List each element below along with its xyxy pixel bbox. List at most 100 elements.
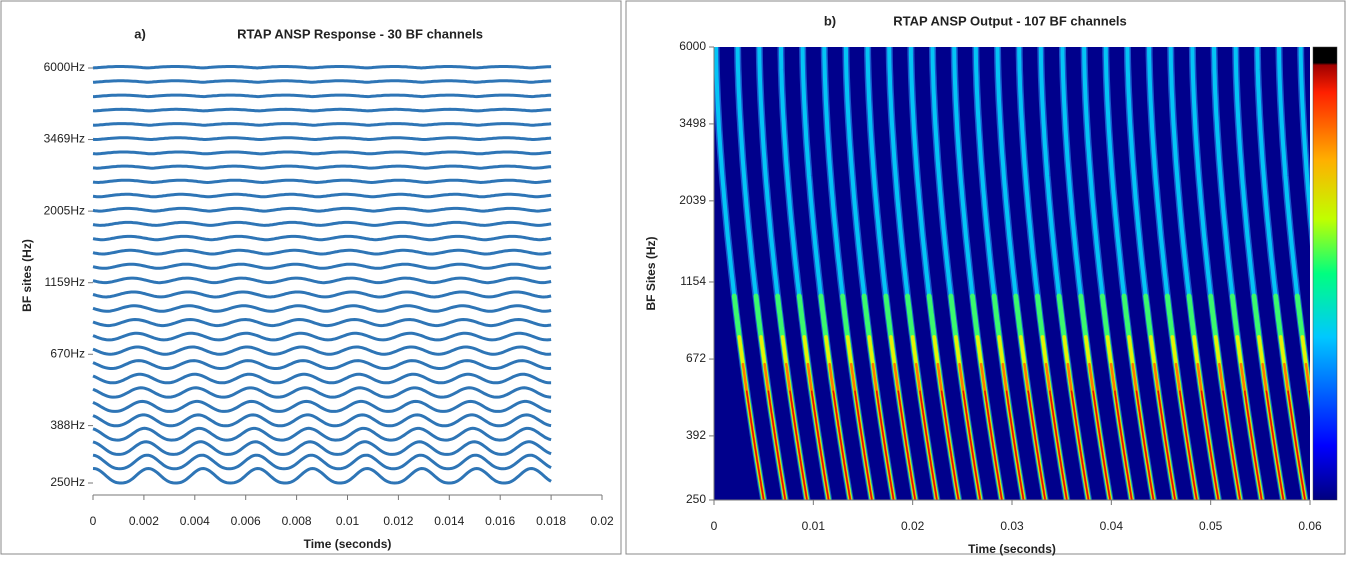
- x-tick-label: 0.05: [1199, 519, 1223, 533]
- heatmap-stripes: [714, 47, 1310, 500]
- stripe: [1049, 390, 1068, 500]
- y-tick-label: 3469Hz: [44, 132, 85, 146]
- channel-waveform: [92, 122, 552, 127]
- chart-title: RTAP ANSP Output - 107 BF channels: [893, 13, 1127, 28]
- panel-label: a): [134, 26, 146, 41]
- panel-label: b): [824, 13, 836, 28]
- channel-waveform: [92, 150, 552, 156]
- stripe: [1304, 362, 1310, 402]
- x-tick-label: 0.006: [231, 514, 261, 528]
- stripe: [1092, 390, 1111, 500]
- channel-waveform: [92, 234, 552, 242]
- channel-waveform: [92, 372, 552, 385]
- channel-waveform: [92, 386, 552, 399]
- channel-waveform: [92, 453, 552, 471]
- channel-waveform: [92, 164, 552, 170]
- channel-waveform: [92, 107, 552, 113]
- x-tick-label: 0.004: [180, 514, 210, 528]
- stripe: [1298, 47, 1310, 232]
- channel-waveform: [92, 359, 552, 371]
- x-tick-label: 0: [90, 514, 97, 528]
- channel-waveform: [92, 466, 552, 485]
- channel-waveform: [92, 331, 552, 342]
- stripe: [745, 390, 765, 500]
- x-axis-label: Time (seconds): [304, 537, 392, 551]
- y-tick-label: 672: [686, 351, 706, 365]
- channel-waveform: [92, 276, 552, 285]
- x-tick-label: 0.002: [129, 514, 159, 528]
- x-tick-label: 0.01: [802, 519, 826, 533]
- channel-waveform: [92, 220, 552, 227]
- x-axis-label: Time (seconds): [968, 542, 1056, 556]
- stripe: [1005, 390, 1025, 500]
- channel-waveform: [92, 178, 552, 185]
- channel-waveform: [92, 399, 552, 413]
- stripe: [1135, 390, 1155, 500]
- x-tick-label: 0.06: [1298, 519, 1322, 533]
- x-tick-label: 0.04: [1100, 519, 1124, 533]
- colorbar: [1312, 46, 1338, 501]
- stripe: [1200, 390, 1220, 500]
- channel-waveform: [92, 79, 552, 84]
- y-tick-label: 250: [686, 492, 706, 506]
- channel-waveform: [92, 248, 552, 256]
- channel-waveform: [92, 317, 552, 328]
- y-tick-label: 392: [686, 428, 706, 442]
- x-tick-label: 0.014: [434, 514, 464, 528]
- chart-layer: a) RTAP ANSP Response - 30 BF channels Tim…: [20, 13, 1322, 556]
- x-tick-label: 0.02: [590, 514, 614, 528]
- channel-waveform: [92, 413, 552, 428]
- channel-waveform: [92, 345, 552, 356]
- y-tick-label: 6000: [679, 39, 706, 53]
- channel-waveform: [92, 206, 552, 213]
- stripe: [875, 390, 895, 500]
- y-tick-label: 2039: [679, 193, 706, 207]
- y-tick-label: 1159Hz: [45, 275, 85, 289]
- stripe: [1157, 390, 1176, 500]
- channel-waveform: [93, 93, 552, 99]
- stripe: [1294, 293, 1310, 411]
- stripe: [1244, 390, 1263, 500]
- channel-waveform: [92, 290, 552, 299]
- x-tick-label: 0.012: [383, 514, 413, 528]
- y-tick-label: 388Hz: [50, 418, 85, 432]
- y-axis-label: BF Sites (Hz): [644, 236, 658, 310]
- channel-waveform: [92, 192, 552, 199]
- channel-waveform: [92, 304, 552, 313]
- stripe: [854, 390, 873, 500]
- x-tick-label: 0.018: [536, 514, 566, 528]
- stripe: [832, 390, 852, 500]
- channel-waveform: [92, 426, 552, 442]
- stripe: [940, 390, 960, 500]
- channel-waveform: [92, 440, 552, 456]
- chart-title: RTAP ANSP Response - 30 BF channels: [237, 26, 483, 41]
- y-tick-label: 6000Hz: [44, 60, 85, 74]
- stripe: [984, 390, 1003, 500]
- stripe: [1277, 47, 1310, 407]
- y-tick-label: 3498: [679, 116, 706, 130]
- y-tick-label: 2005Hz: [44, 203, 85, 217]
- x-tick-label: 0.01: [336, 514, 360, 528]
- stripe: [1265, 390, 1285, 500]
- stripe: [1179, 390, 1198, 500]
- stripe: [962, 390, 981, 500]
- y-axis-label: BF sites (Hz): [20, 239, 34, 312]
- x-tick-label: 0.008: [282, 514, 312, 528]
- stripe: [1114, 390, 1133, 500]
- panel-frame: [0, 0, 622, 555]
- y-tick-label: 1154: [680, 274, 706, 288]
- x-tick-label: 0.02: [901, 519, 925, 533]
- y-tick-label: 670Hz: [50, 346, 85, 360]
- x-tick-label: 0: [711, 519, 718, 533]
- stripe: [789, 390, 808, 500]
- channel-waveform: [92, 136, 552, 141]
- stripe: [810, 390, 830, 500]
- x-tick-label: 0.016: [485, 514, 515, 528]
- stripe: [919, 390, 938, 500]
- stripe: [1287, 390, 1306, 500]
- x-tick-label: 0.03: [1000, 519, 1024, 533]
- stripe: [897, 390, 916, 500]
- channel-waveform: [92, 65, 552, 70]
- stripe: [767, 390, 787, 500]
